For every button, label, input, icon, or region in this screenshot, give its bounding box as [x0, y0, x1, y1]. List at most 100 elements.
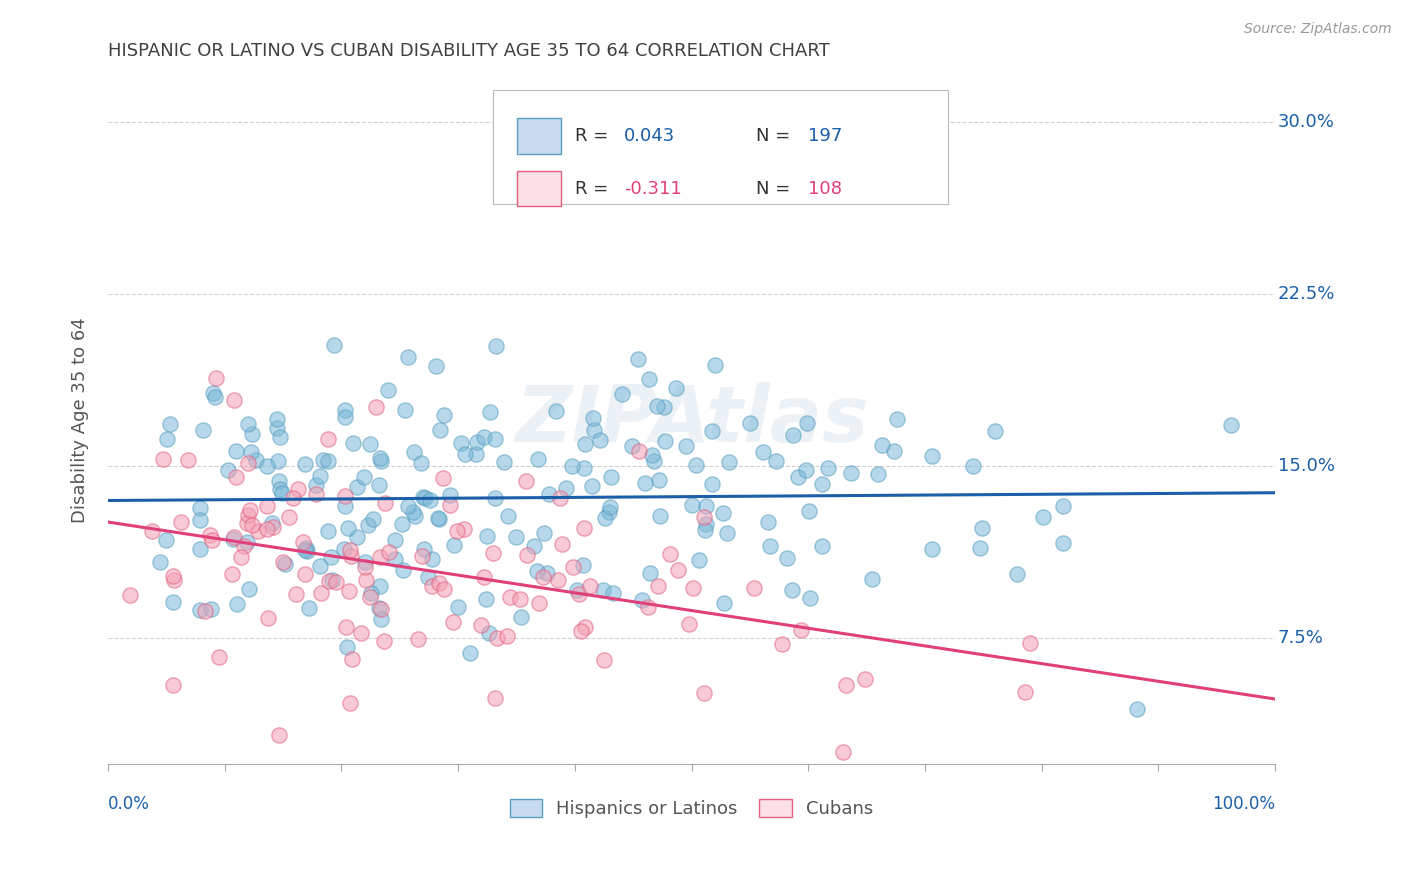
Point	[433, 408, 456, 422]
Point	[453, 522, 475, 536]
Point	[266, 412, 288, 426]
Point	[675, 439, 697, 453]
Point	[368, 550, 391, 565]
Point	[1125, 702, 1147, 716]
Point	[446, 524, 468, 538]
Point	[835, 678, 858, 692]
Text: Source: ZipAtlas.com: Source: ZipAtlas.com	[1244, 22, 1392, 37]
Point	[548, 491, 571, 505]
Point	[278, 510, 301, 524]
Point	[551, 537, 574, 551]
Point	[207, 650, 229, 665]
Text: 0.0%: 0.0%	[108, 795, 150, 813]
Point	[350, 626, 373, 640]
Point	[335, 489, 357, 503]
Point	[429, 423, 451, 437]
Point	[287, 482, 309, 496]
Point	[523, 539, 546, 553]
Point	[149, 555, 172, 569]
Point	[384, 552, 406, 566]
Point	[648, 473, 671, 487]
Point	[240, 426, 263, 441]
Point	[581, 479, 603, 493]
Text: 197: 197	[808, 127, 842, 145]
Point	[269, 482, 291, 496]
Text: HISPANIC OR LATINO VS CUBAN DISABILITY AGE 35 TO 64 CORRELATION CHART: HISPANIC OR LATINO VS CUBAN DISABILITY A…	[108, 42, 830, 60]
Point	[433, 582, 456, 596]
Point	[335, 620, 357, 634]
Point	[411, 549, 433, 563]
Point	[432, 471, 454, 485]
Point	[340, 651, 363, 665]
Point	[316, 454, 339, 468]
Point	[332, 542, 354, 557]
Point	[370, 454, 392, 468]
Point	[458, 646, 481, 660]
Point	[402, 504, 425, 518]
Point	[770, 637, 793, 651]
Point	[531, 570, 554, 584]
Point	[572, 520, 595, 534]
Point	[510, 610, 533, 624]
Text: R =: R =	[575, 179, 614, 198]
Point	[188, 603, 211, 617]
Point	[391, 516, 413, 531]
Point	[267, 454, 290, 468]
Point	[340, 549, 363, 563]
Point	[776, 550, 799, 565]
Text: 15.0%: 15.0%	[1278, 457, 1334, 475]
Point	[666, 563, 689, 577]
Point	[693, 509, 716, 524]
Point	[321, 549, 343, 564]
Point	[756, 516, 779, 530]
Point	[425, 359, 447, 373]
Point	[593, 511, 616, 525]
Point	[368, 450, 391, 465]
Point	[235, 535, 257, 549]
Point	[201, 533, 224, 547]
Point	[406, 632, 429, 647]
Point	[561, 560, 583, 574]
Point	[799, 504, 821, 518]
Point	[1052, 499, 1074, 513]
Point	[599, 470, 621, 484]
Point	[1052, 536, 1074, 550]
Point	[537, 486, 560, 500]
Point	[235, 516, 257, 531]
Point	[294, 543, 316, 558]
Point	[177, 452, 200, 467]
Point	[188, 513, 211, 527]
Point	[238, 582, 260, 596]
Point	[866, 467, 889, 481]
Point	[294, 541, 316, 556]
Point	[271, 555, 294, 569]
Point	[439, 488, 461, 502]
Point	[156, 432, 179, 446]
Point	[384, 533, 406, 548]
Point	[294, 567, 316, 582]
Point	[648, 508, 671, 523]
Point	[582, 410, 605, 425]
Point	[536, 566, 558, 580]
Text: N =: N =	[756, 127, 796, 145]
Text: 30.0%: 30.0%	[1278, 113, 1334, 131]
Point	[716, 526, 738, 541]
Point	[159, 417, 181, 432]
Point	[465, 434, 488, 449]
Point	[478, 626, 501, 640]
Point	[361, 512, 384, 526]
Point	[240, 518, 263, 533]
Point	[224, 393, 246, 408]
Point	[204, 390, 226, 404]
Point	[336, 640, 359, 655]
Point	[599, 500, 621, 514]
Text: -0.311: -0.311	[624, 179, 682, 198]
Point	[647, 579, 669, 593]
Point	[222, 532, 245, 546]
Text: 7.5%: 7.5%	[1278, 629, 1323, 647]
Point	[475, 529, 498, 543]
Point	[305, 487, 328, 501]
Point	[392, 563, 415, 577]
Point	[678, 617, 700, 632]
Point	[484, 491, 506, 505]
